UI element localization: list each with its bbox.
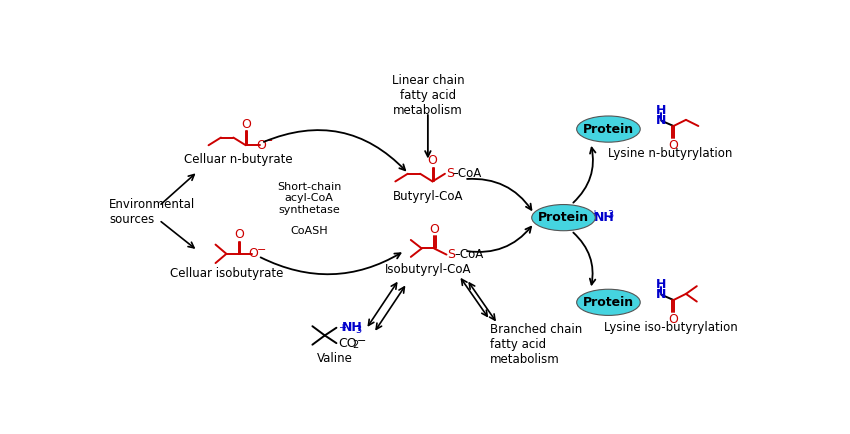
Text: O: O: [669, 313, 678, 326]
Text: +: +: [338, 323, 346, 333]
Text: NH: NH: [342, 321, 363, 334]
Text: CO: CO: [338, 337, 357, 350]
Text: −: −: [356, 336, 366, 346]
Text: Lysine n-butyrylation: Lysine n-butyrylation: [609, 147, 733, 160]
Text: Butyryl-CoA: Butyryl-CoA: [393, 191, 463, 204]
Text: NH: NH: [593, 211, 615, 224]
Text: Short-chain
acyl-CoA
synthetase: Short-chain acyl-CoA synthetase: [277, 182, 342, 215]
Text: O: O: [241, 118, 251, 131]
Text: Celluar n-butyrate: Celluar n-butyrate: [184, 153, 292, 166]
Text: 3: 3: [608, 210, 614, 220]
Text: +: +: [590, 209, 598, 219]
Text: Lysine iso-butyrylation: Lysine iso-butyrylation: [604, 321, 737, 334]
Text: Branched chain
fatty acid
metabolism: Branched chain fatty acid metabolism: [490, 323, 582, 366]
Text: –CoA: –CoA: [453, 167, 482, 180]
Text: Environmental
sources: Environmental sources: [110, 198, 196, 226]
Text: Protein: Protein: [583, 296, 634, 309]
Text: CoASH: CoASH: [291, 226, 328, 236]
Text: Protein: Protein: [583, 122, 634, 135]
Text: Linear chain
fatty acid
metabolism: Linear chain fatty acid metabolism: [392, 74, 464, 117]
Text: H: H: [656, 104, 666, 117]
Text: Celluar isobutyrate: Celluar isobutyrate: [170, 266, 283, 279]
Text: O: O: [428, 154, 438, 167]
Ellipse shape: [532, 204, 595, 231]
Text: O: O: [429, 223, 439, 236]
Text: −: −: [257, 245, 266, 255]
Text: –CoA: –CoA: [454, 248, 484, 261]
Text: Valine: Valine: [317, 352, 353, 365]
Text: O: O: [669, 139, 678, 152]
Text: 2: 2: [352, 340, 358, 350]
Text: −: −: [264, 136, 274, 146]
Text: O: O: [234, 228, 244, 241]
Text: Isobutyryl-CoA: Isobutyryl-CoA: [384, 263, 471, 276]
Ellipse shape: [576, 116, 640, 142]
Text: O: O: [257, 139, 266, 152]
Ellipse shape: [576, 289, 640, 316]
Text: Protein: Protein: [538, 211, 589, 224]
Text: S: S: [445, 167, 454, 180]
Text: H: H: [656, 278, 666, 291]
Text: N: N: [656, 114, 666, 127]
Text: O: O: [248, 247, 258, 260]
Text: 3: 3: [356, 325, 362, 335]
Text: N: N: [656, 288, 666, 301]
Text: S: S: [447, 248, 456, 261]
